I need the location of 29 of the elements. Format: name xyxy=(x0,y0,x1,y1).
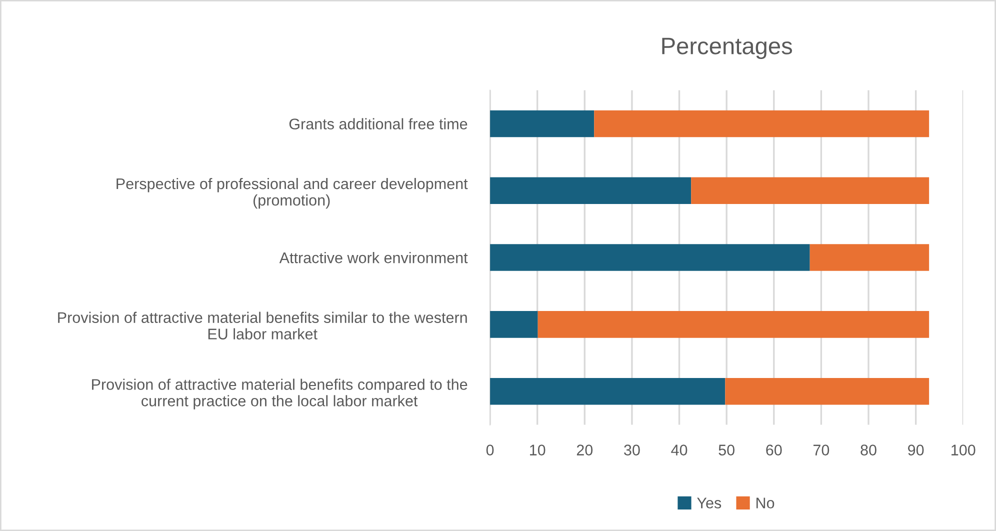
x-tick-label: 0 xyxy=(486,444,494,456)
bar xyxy=(490,244,810,271)
x-tick-label: 70 xyxy=(813,444,830,456)
chart-title: Percentages xyxy=(662,38,792,60)
y-tick-label: Grants additional free time xyxy=(289,118,468,130)
y-tick-label: Attractive work environment xyxy=(279,252,468,264)
bar xyxy=(594,110,930,138)
bar xyxy=(490,177,692,204)
x-tick-label: 60 xyxy=(766,444,782,456)
bar xyxy=(725,378,930,405)
y-tick-label: Provision of attractive material benefits compared to the current practice on the local labor market xyxy=(92,378,468,410)
bar xyxy=(490,378,726,405)
x-tick-label: 80 xyxy=(860,444,876,456)
x-tick-label: 40 xyxy=(671,444,688,456)
bar xyxy=(691,177,930,204)
x-tick-label: 30 xyxy=(624,444,640,456)
bar xyxy=(490,110,594,138)
bar xyxy=(810,244,930,271)
y-tick-label: Perspective of professional and career development (promotion) xyxy=(116,178,468,209)
x-tick-label: 90 xyxy=(908,444,924,456)
x-tick-label: 50 xyxy=(718,444,734,456)
bar xyxy=(490,311,538,338)
legend-label: No xyxy=(756,498,774,508)
x-tick-label: 10 xyxy=(530,444,546,456)
bar xyxy=(538,311,930,338)
x-tick-label: 20 xyxy=(576,444,593,456)
y-tick-label: Provision of attractive material benefits similar to the western EU labor market xyxy=(58,312,467,340)
x-tick-label: 100 xyxy=(952,444,976,456)
legend-label: Yes xyxy=(697,498,722,508)
